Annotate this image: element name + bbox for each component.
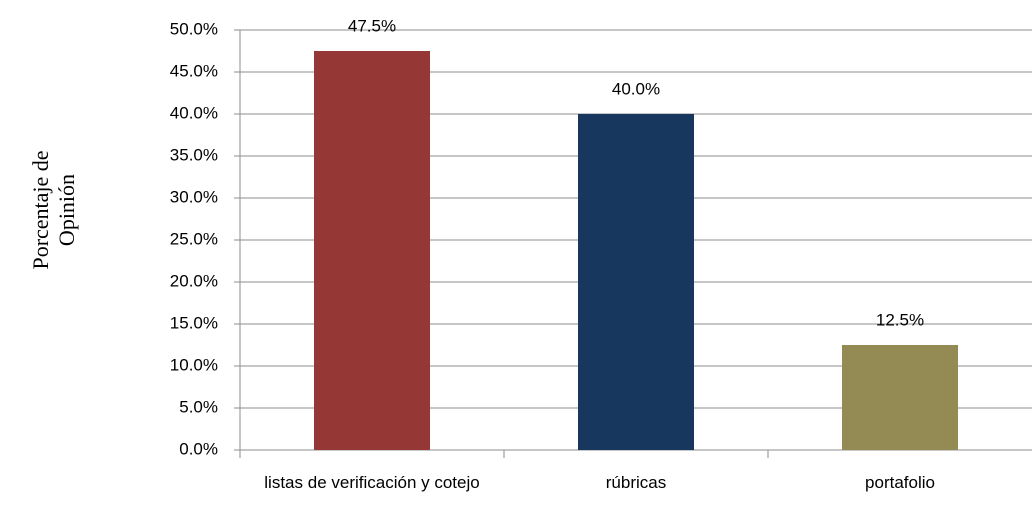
- y-axis-title-line: Opinión: [54, 174, 79, 246]
- x-tick-label-box: listas de verificación y cotejo: [264, 473, 480, 492]
- bar: [842, 345, 958, 450]
- y-tick-label: 40.0%: [170, 103, 218, 122]
- y-tick-label: 10.0%: [170, 355, 218, 374]
- x-tick-label-box: rúbricas: [605, 473, 667, 492]
- data-label: 12.5%: [876, 310, 924, 329]
- x-tick-label: rúbricas: [605, 473, 667, 492]
- y-tick-label: 50.0%: [170, 19, 218, 38]
- y-tick-label: 30.0%: [170, 187, 218, 206]
- x-tick-label: listas de verificación y cotejo: [264, 473, 480, 492]
- y-tick-label: 20.0%: [170, 271, 218, 290]
- x-tick-label-box: portafolio: [865, 473, 935, 492]
- x-tick-label: portafolio: [865, 473, 935, 492]
- y-tick-label: 5.0%: [179, 397, 218, 416]
- bar: [314, 51, 430, 450]
- y-axis-title-line: Porcentaje de: [28, 150, 53, 269]
- data-label: 47.5%: [348, 16, 396, 35]
- bar: [578, 114, 694, 450]
- data-label: 40.0%: [612, 79, 660, 98]
- y-tick-label: 35.0%: [170, 145, 218, 164]
- y-tick-label: 0.0%: [179, 439, 218, 458]
- y-tick-label: 45.0%: [170, 61, 218, 80]
- y-axis-title: Porcentaje de Opinión: [28, 150, 79, 269]
- y-tick-label: 15.0%: [170, 313, 218, 332]
- y-tick-label: 25.0%: [170, 229, 218, 248]
